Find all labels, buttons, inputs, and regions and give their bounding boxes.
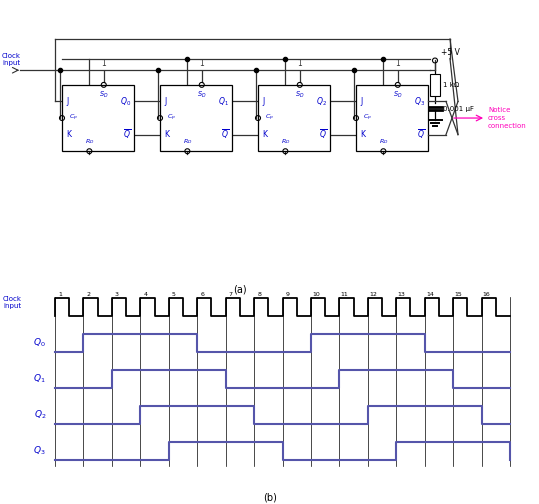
- Text: connection: connection: [488, 123, 527, 129]
- Text: $R_D$: $R_D$: [183, 138, 192, 146]
- Text: $\overline{Q}$: $\overline{Q}$: [221, 128, 229, 141]
- Text: 1: 1: [199, 59, 204, 68]
- Text: 5: 5: [172, 292, 176, 297]
- Text: J: J: [262, 97, 264, 106]
- Text: 16: 16: [483, 292, 490, 297]
- Text: $C_p$: $C_p$: [167, 113, 176, 123]
- Text: $R_D$: $R_D$: [281, 138, 290, 146]
- Text: 1: 1: [298, 59, 302, 68]
- Text: 4: 4: [143, 292, 148, 297]
- Text: K: K: [262, 130, 267, 139]
- Text: J: J: [66, 97, 68, 106]
- Text: $R_D$: $R_D$: [378, 138, 388, 146]
- Text: 1: 1: [58, 292, 62, 297]
- Text: $Q_{1}$: $Q_{1}$: [218, 95, 229, 108]
- Text: 14: 14: [426, 292, 434, 297]
- Text: Clock
input: Clock input: [2, 53, 21, 67]
- Text: $S_D$: $S_D$: [393, 90, 403, 100]
- Text: J: J: [360, 97, 362, 106]
- Text: (b): (b): [263, 492, 277, 502]
- Text: $R_D$: $R_D$: [85, 138, 94, 146]
- Text: $Q_0$: $Q_0$: [33, 337, 46, 349]
- Text: 3: 3: [115, 292, 119, 297]
- Text: 6: 6: [201, 292, 204, 297]
- Text: $\overline{Q}$: $\overline{Q}$: [123, 128, 131, 141]
- Text: 0.001 μF: 0.001 μF: [443, 106, 474, 112]
- Text: $C_p$: $C_p$: [265, 113, 274, 123]
- Text: 12: 12: [369, 292, 377, 297]
- Text: 7: 7: [229, 292, 233, 297]
- Text: 1 kΩ: 1 kΩ: [443, 82, 459, 88]
- Text: $\overline{Q}$: $\overline{Q}$: [319, 128, 327, 141]
- Text: $Q_1$: $Q_1$: [33, 373, 46, 386]
- Text: 1: 1: [101, 59, 106, 68]
- Text: $S_D$: $S_D$: [99, 90, 108, 100]
- Text: 13: 13: [397, 292, 405, 297]
- Text: 9: 9: [286, 292, 289, 297]
- Text: 15: 15: [454, 292, 462, 297]
- Text: cross: cross: [488, 115, 506, 121]
- Bar: [356, 85, 428, 151]
- Bar: [62, 85, 134, 151]
- Text: $S_D$: $S_D$: [295, 90, 305, 100]
- Text: 11: 11: [341, 292, 348, 297]
- Text: 1: 1: [396, 59, 400, 68]
- Text: Clock
input: Clock input: [3, 296, 22, 309]
- Text: K: K: [164, 130, 169, 139]
- Text: (a): (a): [233, 285, 247, 295]
- Bar: [258, 85, 330, 151]
- Text: $Q_2$: $Q_2$: [33, 409, 46, 421]
- Text: $Q_{3}$: $Q_{3}$: [414, 95, 425, 108]
- Text: K: K: [360, 130, 365, 139]
- Text: Notice: Notice: [488, 107, 510, 113]
- Text: $Q_3$: $Q_3$: [33, 445, 46, 457]
- Text: $\overline{Q}$: $\overline{Q}$: [417, 128, 425, 141]
- Text: 8: 8: [257, 292, 261, 297]
- Text: $Q_{2}$: $Q_{2}$: [316, 95, 327, 108]
- Bar: [160, 85, 232, 151]
- Text: 2: 2: [87, 292, 91, 297]
- Text: +5 V: +5 V: [441, 48, 460, 57]
- Text: $C_p$: $C_p$: [363, 113, 372, 123]
- Bar: [430, 74, 440, 96]
- Text: $Q_{0}$: $Q_{0}$: [120, 95, 131, 108]
- Text: $C_p$: $C_p$: [69, 113, 78, 123]
- Text: K: K: [66, 130, 71, 139]
- Text: $S_D$: $S_D$: [197, 90, 206, 100]
- Text: 10: 10: [312, 292, 320, 297]
- Text: J: J: [164, 97, 166, 106]
